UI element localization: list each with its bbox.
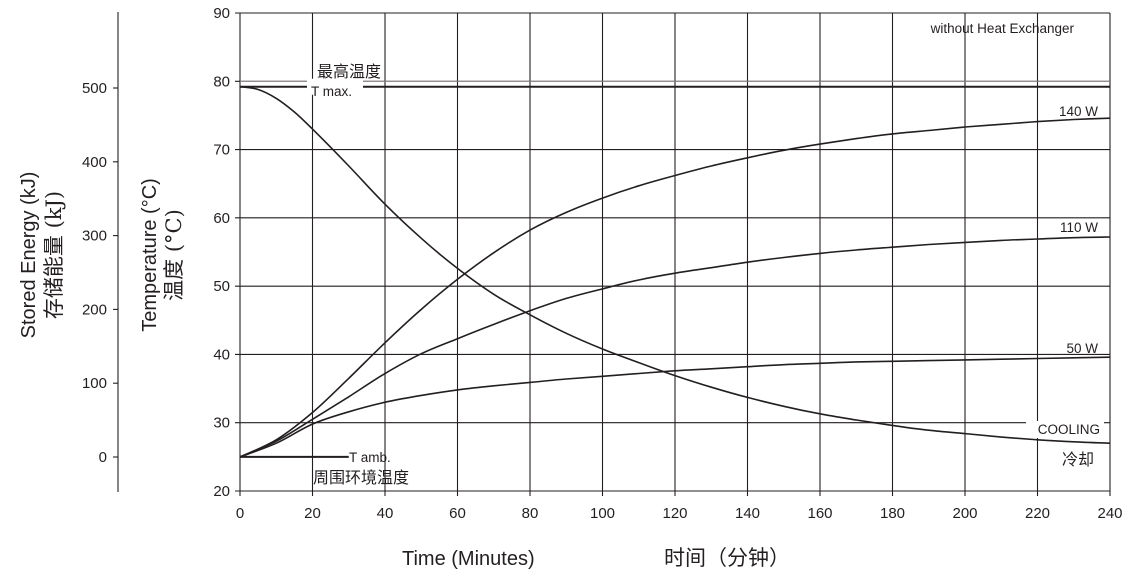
x-tick-label: 60	[449, 505, 466, 522]
x-tick-label: 140	[735, 505, 760, 522]
x-tick-label: 120	[662, 505, 687, 522]
x-tick-label: 40	[377, 505, 394, 522]
curve-50w	[239, 356, 1111, 458]
curve-140w	[239, 117, 1111, 458]
tmax-label: T max.	[311, 84, 352, 99]
y2-axis-title: Stored Energy (kJ)	[18, 172, 40, 339]
x-tick-label: 220	[1025, 505, 1050, 522]
x-tick-label: 80	[522, 505, 539, 522]
y-axis-title: Temperature (°C)	[139, 178, 161, 332]
curves	[239, 85, 1111, 458]
series-label-cooling: COOLING	[1038, 422, 1100, 437]
y2-tick-label: 500	[82, 80, 107, 97]
y2-tick-label: 0	[99, 449, 107, 466]
tmax-label-cn: 最高温度	[317, 62, 381, 81]
x-tick-label: 20	[304, 505, 321, 522]
tick-labels: 0 20 40 60 80 100 120 140 160 180 200 220 240 20 30 40 5…	[213, 5, 1122, 522]
x-tick-label: 0	[236, 505, 244, 522]
y2-tick-label: 300	[82, 228, 107, 245]
y-tick-label: 70	[213, 142, 230, 159]
tmax-label-bg	[307, 78, 363, 95]
y-tick-label: 30	[213, 415, 230, 432]
curve-110w	[239, 236, 1111, 458]
y-tick-label: 40	[213, 346, 230, 363]
chart-title: without Heat Exchanger	[930, 21, 1075, 36]
y2-tick-label: 400	[82, 154, 107, 171]
y-tick-label: 80	[213, 73, 230, 90]
series-label-140w: 140 W	[1059, 104, 1098, 119]
y2-axis-title-cn: 存储能量 (kJ)	[42, 191, 66, 319]
y-tick-label: 90	[213, 5, 230, 22]
cooling-label-bg	[1026, 421, 1104, 438]
series-label-50w: 50 W	[1066, 341, 1098, 356]
curve-cooling	[239, 85, 1111, 444]
y-tick-label: 20	[213, 483, 230, 500]
x-tick-label: 200	[952, 505, 977, 522]
x-tick-label: 160	[807, 505, 832, 522]
stored-energy-axis: 0 100 200 300 400 500	[82, 12, 119, 492]
x-axis-title: Time (Minutes)	[402, 548, 535, 570]
y-tick-label: 50	[213, 278, 230, 295]
y2-tick-label: 200	[82, 301, 107, 318]
tamb-label-cn: 周围环境温度	[313, 468, 409, 487]
y-axis-title-cn: 温度 (°C)	[162, 209, 186, 301]
y-tick-label: 60	[213, 210, 230, 227]
y2-tick-label: 100	[82, 375, 107, 392]
series-label-cooling-cn: 冷却	[1062, 450, 1094, 469]
grid	[235, 12, 1111, 496]
x-tick-label: 180	[880, 505, 905, 522]
series-label-110w: 110 W	[1060, 220, 1098, 235]
x-tick-label: 100	[590, 505, 615, 522]
reference-lines	[240, 78, 1110, 458]
tamb-label: T amb.	[349, 450, 391, 465]
x-tick-label: 240	[1097, 505, 1122, 522]
x-axis-title-cn: 时间（分钟）	[664, 546, 790, 570]
